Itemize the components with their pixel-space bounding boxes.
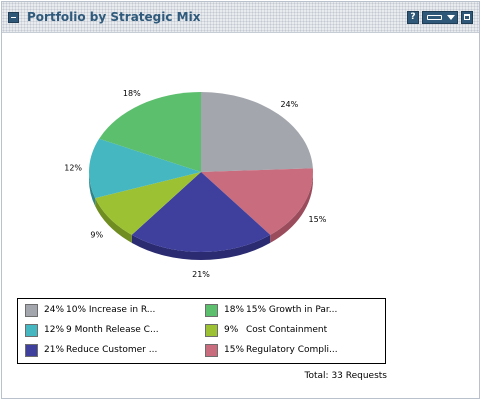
pie-slice-5[interactable] — [99, 92, 201, 172]
legend-swatch — [25, 324, 38, 337]
pie-side-4 — [89, 172, 96, 207]
portlet-menu-button[interactable] — [422, 11, 458, 24]
legend-label: 15% Growth in Par... — [246, 305, 338, 315]
pie-label-3: 9% — [90, 231, 103, 240]
pie-slice-2[interactable] — [131, 172, 271, 252]
legend-label: Cost Containment — [246, 325, 328, 335]
pie-label-1: 15% — [309, 215, 327, 224]
portlet-titlebar: Portfolio by Strategic Mix ? — [2, 2, 479, 33]
legend-percent: 12% — [44, 325, 65, 335]
menu-icon — [427, 15, 442, 20]
total-requests: Total: 33 Requests — [305, 371, 388, 381]
legend-swatch — [205, 344, 218, 357]
maximize-icon — [464, 14, 470, 20]
pie-label-0: 24% — [280, 100, 298, 109]
legend-swatch — [205, 324, 218, 337]
total-value: 33 Requests — [331, 371, 387, 381]
help-button[interactable]: ? — [407, 11, 419, 24]
pie-label-5: 18% — [123, 89, 141, 98]
portlet-title: Portfolio by Strategic Mix — [27, 10, 201, 24]
legend-percent: 15% — [224, 345, 245, 355]
legend-label: 9 Month Release C... — [66, 325, 159, 335]
legend-label: 10% Increase in R... — [66, 305, 156, 315]
maximize-button[interactable] — [461, 11, 473, 24]
pie-side-2 — [131, 234, 271, 260]
help-icon: ? — [410, 12, 416, 22]
legend-label: Reduce Customer ... — [66, 345, 158, 355]
pie-label-4: 12% — [64, 164, 82, 173]
pie-side-3 — [95, 198, 132, 243]
collapse-icon[interactable] — [8, 12, 19, 23]
pie-slice-3[interactable] — [95, 172, 201, 235]
legend-percent: 24% — [44, 305, 65, 315]
legend-swatch — [205, 304, 218, 317]
pie-side-1 — [270, 172, 313, 243]
pie-label-2: 21% — [192, 270, 210, 279]
legend-label: Regulatory Compli... — [246, 345, 338, 355]
legend-swatch — [25, 344, 38, 357]
pie-slice-0[interactable] — [201, 92, 313, 172]
legend-swatch — [25, 304, 38, 317]
legend-percent: 18% — [224, 305, 245, 315]
legend-percent: 21% — [44, 345, 65, 355]
chevron-down-icon — [447, 15, 455, 20]
chart-legend: 24% 10% Increase in R... 18% 15% Growth in … — [17, 298, 386, 364]
pie-slice-1[interactable] — [201, 168, 313, 235]
legend-percent: 9% — [224, 325, 239, 335]
pie-slice-4[interactable] — [89, 138, 201, 199]
total-label: Total: — [304, 371, 329, 381]
